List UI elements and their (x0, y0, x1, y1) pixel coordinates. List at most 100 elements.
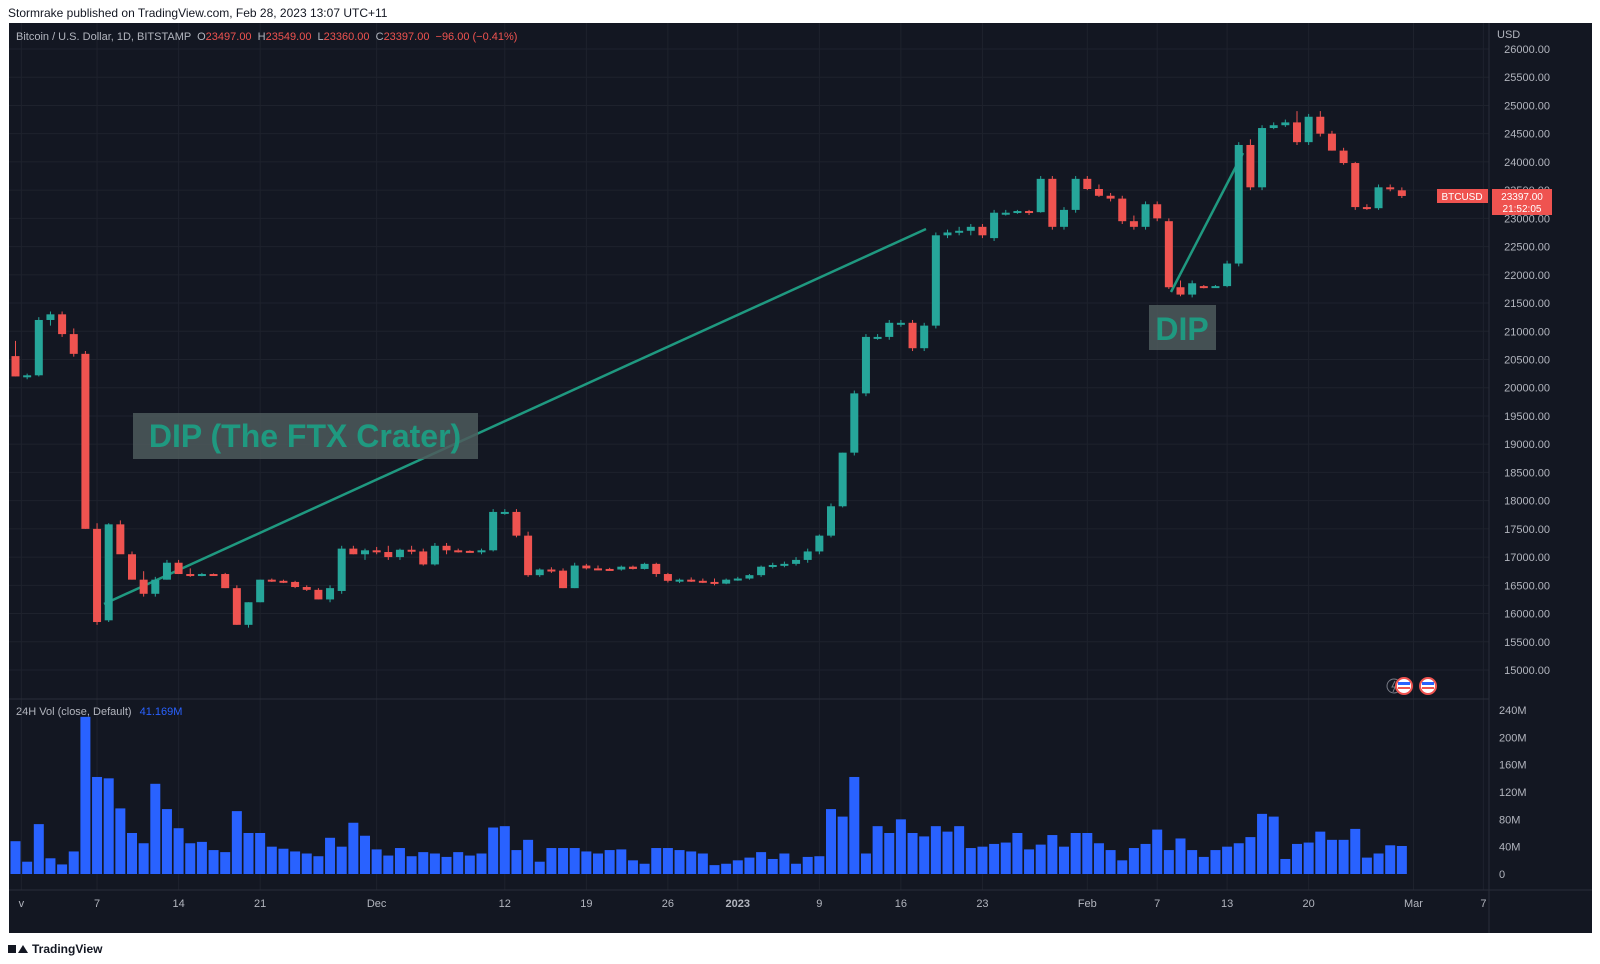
volume-bar (721, 863, 732, 874)
volume-bar (1303, 842, 1314, 874)
candle (896, 319, 905, 327)
candle-body (1374, 187, 1383, 209)
volume-bar (616, 849, 627, 874)
candle-body (34, 319, 43, 376)
event-markers[interactable] (1386, 677, 1437, 695)
candle (1223, 260, 1232, 288)
candle-body (745, 575, 754, 579)
candle (512, 509, 521, 538)
volume-bar (476, 853, 487, 874)
candle-body (430, 545, 439, 565)
time-tick-label: 14 (172, 898, 184, 910)
legend-h-label: H (258, 31, 266, 43)
candle-body (1188, 283, 1197, 295)
candle (69, 328, 78, 357)
volume-bar (1245, 837, 1256, 874)
candle (104, 523, 113, 623)
volume-bar (662, 848, 673, 874)
candle-body (1234, 144, 1243, 264)
volume-bar (464, 855, 475, 874)
annotation-dip[interactable]: DIP (1149, 305, 1216, 350)
volume-bar (697, 853, 708, 874)
legend-c-label: C (376, 31, 384, 43)
candle (209, 573, 218, 577)
candle-body (1281, 122, 1290, 126)
candle-body (815, 535, 824, 552)
chart-background (9, 23, 1592, 933)
candle-body (1304, 116, 1313, 143)
candle-body (11, 356, 20, 377)
price-tag-box (1492, 189, 1552, 215)
volume-bar (360, 835, 370, 874)
candle (1351, 161, 1360, 210)
trend-lines (103, 152, 1245, 606)
candle-body (861, 336, 870, 394)
candle-body (1083, 178, 1092, 190)
volume-bar (103, 778, 114, 874)
candle (815, 534, 824, 555)
candle-body (524, 535, 533, 576)
volume-legend-name: 24H Vol (close, Default) (16, 706, 132, 718)
time-tick-label: 12 (499, 898, 511, 910)
volume-bar (558, 848, 569, 874)
legend-o-value: 23497.00 (206, 31, 252, 43)
volume-bar (581, 851, 592, 874)
candle-body (1386, 187, 1395, 190)
volume-bar (92, 776, 103, 874)
candle (943, 229, 952, 239)
candle (395, 548, 404, 560)
volume-bar (767, 858, 778, 874)
candle (640, 562, 649, 570)
volume-bar (1361, 857, 1372, 874)
candle (46, 311, 55, 326)
candle (1188, 280, 1197, 298)
footer-brand[interactable]: TradingView (8, 942, 102, 956)
candle (244, 602, 253, 628)
volume-legend: 24H Vol (close, Default) 41.169M (16, 706, 182, 718)
candle (1176, 280, 1185, 297)
candle-body (920, 325, 929, 349)
annotation-ftx-crater[interactable]: DIP (The FTX Crater) (133, 413, 478, 459)
price-tick-label: 26000.00 (1504, 44, 1550, 56)
candle (594, 565, 602, 571)
candle (1001, 209, 1010, 216)
candle-body (1129, 221, 1138, 227)
candle-body (570, 565, 579, 589)
candle (617, 565, 626, 571)
volume-bar (895, 819, 906, 874)
volume-bar (301, 853, 312, 874)
volume-axis: 0 40M 80M 120M 160M 200M 240M (1499, 705, 1527, 881)
candle (535, 568, 544, 577)
price-tag-symbol-box (1437, 189, 1488, 203)
volume-bar (441, 856, 452, 874)
candle-body (104, 524, 113, 621)
volume-bar (1326, 839, 1337, 874)
volume-bar (243, 833, 254, 874)
volume-bar (837, 816, 848, 874)
volume-bar (1292, 843, 1302, 874)
candle-body (1164, 221, 1173, 288)
volume-bar (919, 836, 930, 874)
time-tick-label: 7 (1480, 898, 1486, 910)
candle (1234, 142, 1243, 267)
candle-body (757, 566, 766, 576)
candle-body (733, 578, 742, 581)
volume-bar (930, 826, 941, 874)
candle-body (93, 528, 102, 623)
candle-body (687, 579, 696, 582)
volume-bar (22, 861, 33, 874)
volume-bars (10, 716, 1407, 874)
volume-bar (68, 851, 79, 874)
candle (489, 509, 498, 552)
candle (1141, 201, 1150, 230)
candle (1246, 139, 1255, 191)
candle-body (69, 334, 78, 354)
candle-body (559, 570, 568, 589)
candle-body (372, 550, 381, 553)
candle-body (1141, 204, 1150, 227)
candle-body (698, 580, 707, 583)
candle (372, 546, 381, 555)
candle (58, 311, 67, 337)
candle (873, 334, 882, 340)
candle (151, 576, 160, 597)
